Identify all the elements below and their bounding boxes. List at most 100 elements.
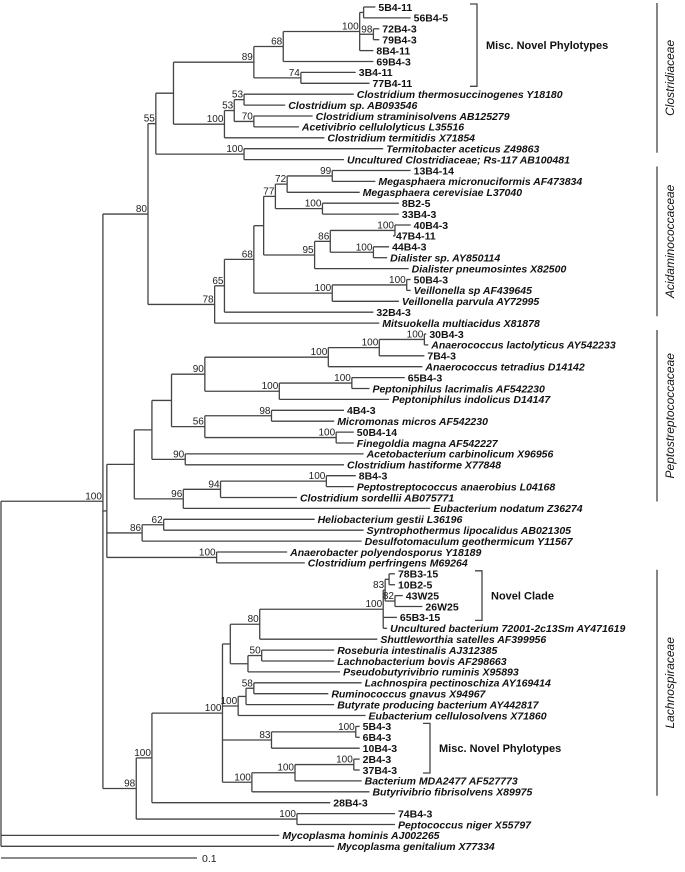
taxon-label: Butyrate producing bacterium AY442817 <box>337 699 539 711</box>
scale-bar-label: 0.1 <box>202 853 217 865</box>
taxon-label: 44B4-3 <box>392 242 427 254</box>
bootstrap-value: 100 <box>226 144 243 155</box>
taxon-label: 8B4-3 <box>359 471 388 483</box>
taxon-label: 8B4-11 <box>376 45 410 57</box>
bootstrap-value: 100 <box>356 242 373 253</box>
bootstrap-value: 100 <box>342 22 359 33</box>
taxon-label: Bacterium MDA2477 AF527773 <box>365 776 518 788</box>
bootstrap-value: 70 <box>242 111 254 122</box>
group-bracket <box>475 570 483 622</box>
taxon-label: Veillonella parvula AY72995 <box>402 296 540 308</box>
bootstrap-value: 100 <box>362 338 379 349</box>
taxon-label: Roseburia intestinalis AJ312385 <box>337 645 497 657</box>
bootstrap-value: 100 <box>134 748 151 759</box>
bootstrap-value: 100 <box>336 755 353 766</box>
bootstrap-value: 53 <box>232 90 244 101</box>
taxon-label: Clostridium sp. AB093546 <box>288 100 417 112</box>
bootstrap-value: 100 <box>305 199 322 210</box>
taxon-label: Dialister sp. AY850114 <box>390 253 500 265</box>
taxon-label: Megasphaera cerevisiae L37040 <box>363 187 523 199</box>
group-label: Novel Clade <box>491 591 554 603</box>
taxon-label: 77B4-11 <box>372 78 412 90</box>
taxon-label: Anaerococcus lactolyticus AY542233 <box>430 340 616 352</box>
taxon-label: Anaerobacter polyendosporus Y18189 <box>289 547 481 559</box>
taxon-label: 6B4-3 <box>363 732 392 744</box>
taxon-label: 28B4-3 <box>333 798 368 810</box>
bootstrap-value: 50 <box>250 646 262 657</box>
taxon-label: Lachnobacterium bovis AF298663 <box>337 656 507 668</box>
bootstrap-value: 77 <box>263 186 275 197</box>
taxon-label: 65B3-15 <box>400 612 440 624</box>
taxon-label: Uncultured Clostridiaceae; Rs-117 AB1004… <box>347 154 570 166</box>
taxon-label: Micromonas micros AF542230 <box>337 416 488 428</box>
bootstrap-value: 53 <box>222 101 234 112</box>
bootstrap-value: 100 <box>262 381 279 392</box>
taxon-label: 10B4-3 <box>363 743 398 755</box>
taxon-label: 13B4-14 <box>414 165 454 177</box>
bootstrap-value: 94 <box>208 479 220 490</box>
taxon-label: Peptoniphilus indolicus D14147 <box>392 394 551 406</box>
bootstrap-value: 100 <box>309 471 326 482</box>
bootstrap-value: 100 <box>389 275 406 286</box>
taxon-label: Pseudobutyrivibrio ruminis X95893 <box>343 667 519 679</box>
taxon-label: Anaerococcus tetradius D14142 <box>424 362 584 374</box>
taxon-label: 8B2-5 <box>402 198 431 210</box>
bootstrap-value: 100 <box>234 772 251 783</box>
bootstrap-value: 100 <box>318 428 335 439</box>
bootstrap-value: 100 <box>315 283 332 294</box>
family-label: Acidaminococcaceae <box>663 184 677 299</box>
taxon-label: Clostridium hastiforme X77848 <box>347 460 501 472</box>
family-label: Peptostreptococcaceae <box>663 353 677 479</box>
taxon-label: 50B4-3 <box>414 274 449 286</box>
taxon-label: 43W25 <box>406 590 439 602</box>
taxon-label: 37B4-3 <box>363 765 398 777</box>
bootstrap-value: 100 <box>311 347 328 358</box>
taxon-label: Eubacterium nodatum Z36274 <box>433 503 583 515</box>
tree-labels: 5B4-1156B4-572B4-379B4-3988B4-1110069B4-… <box>85 2 625 853</box>
bootstrap-value: 56 <box>193 417 205 428</box>
taxon-label: 79B4-3 <box>382 35 417 47</box>
taxon-label: Clostridium thermosuccinogenes Y18180 <box>357 89 563 101</box>
taxon-label: 30B4-3 <box>429 329 464 341</box>
bootstrap-value: 74 <box>289 68 301 79</box>
taxon-label: Megasphaera micronuciformis AF473834 <box>378 176 582 188</box>
taxon-label: 7B4-3 <box>427 351 456 363</box>
taxon-label: Clostridium sordellii AB075771 <box>300 492 454 504</box>
family-label: Clostridiaceae <box>663 40 677 116</box>
taxon-label: 33B4-3 <box>402 209 437 221</box>
taxon-label: 72B4-3 <box>382 24 417 36</box>
group-label: Misc. Novel Phylotypes <box>439 743 561 755</box>
taxon-label: 10B2-5 <box>398 580 433 592</box>
bootstrap-value: 100 <box>377 220 394 231</box>
bootstrap-value: 83 <box>259 730 271 741</box>
taxon-label: 5B4-11 <box>378 2 412 14</box>
taxon-label: 4B4-3 <box>347 405 376 417</box>
taxon-label: Mycoplasma hominis AJ002265 <box>282 830 439 842</box>
bootstrap-value: 100 <box>205 703 222 714</box>
taxon-label: 26W25 <box>425 601 458 613</box>
taxon-label: Finegoldia magna AF542227 <box>357 438 499 450</box>
taxon-label: 56B4-5 <box>414 13 449 25</box>
taxon-label: Mycoplasma genitalium X77334 <box>337 841 495 853</box>
taxon-label: Eubacterium cellulosolvens X71860 <box>369 710 547 722</box>
bootstrap-value: 99 <box>320 166 332 177</box>
bootstrap-value: 96 <box>171 489 183 500</box>
clade-annotations: Misc. Novel Phylotypes Novel Clade Misc. N… <box>423 3 677 796</box>
bootstrap-value: 58 <box>242 678 254 689</box>
bootstrap-value: 86 <box>318 231 330 242</box>
bootstrap-value: 98 <box>259 406 271 417</box>
taxon-label: 47B4-11 <box>396 231 436 243</box>
bootstrap-value: 72 <box>275 174 287 185</box>
taxon-label: Termitobacter aceticus Z49863 <box>386 144 539 156</box>
taxon-label: Desulfotomaculum geothermicum Y11567 <box>365 536 574 548</box>
taxon-label: 78B3-15 <box>398 569 438 581</box>
taxon-label: Clostridium termitidis X71854 <box>327 133 475 145</box>
bootstrap-value: 100 <box>407 329 424 340</box>
bootstrap-value: 82 <box>383 591 395 602</box>
bootstrap-value: 98 <box>361 24 373 35</box>
bootstrap-value: 62 <box>152 515 164 526</box>
bootstrap-value: 89 <box>242 52 254 63</box>
group-label: Misc. Novel Phylotypes <box>486 40 608 52</box>
taxon-label: 74B4-3 <box>398 808 433 820</box>
